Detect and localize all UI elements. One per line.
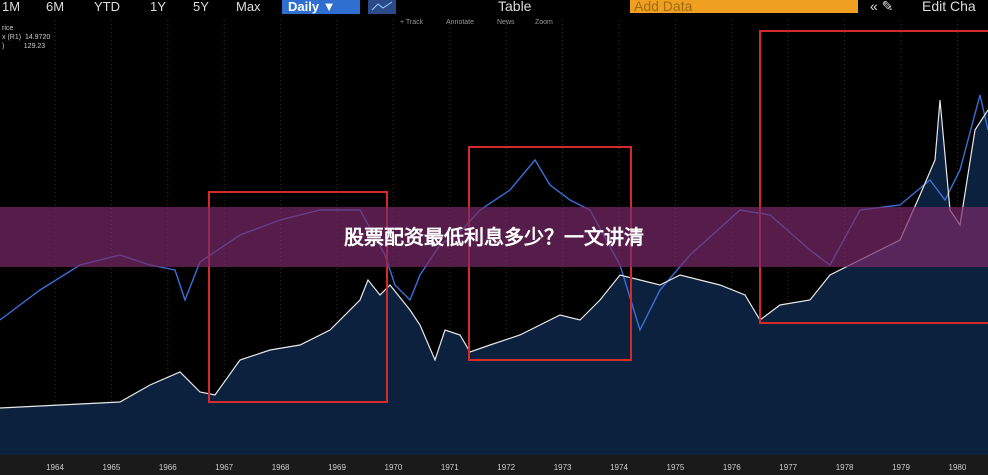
subtool: + Track — [400, 19, 424, 26]
banner-band — [0, 207, 988, 267]
daily-button[interactable] — [282, 0, 360, 14]
x-tick-label: 1976 — [723, 463, 741, 472]
range-button[interactable]: 1M — [2, 0, 20, 14]
highlight-box — [759, 30, 988, 324]
range-button[interactable]: 1Y — [150, 0, 166, 14]
edit-button[interactable]: Edit Cha — [922, 0, 976, 14]
add-data-field[interactable] — [630, 0, 858, 13]
range-button[interactable]: Max — [236, 0, 261, 14]
x-tick-label: 1969 — [328, 463, 346, 472]
axis-strip — [0, 455, 988, 475]
range-button[interactable]: 6M — [46, 0, 64, 14]
x-tick-label: 1972 — [497, 463, 515, 472]
x-tick-label: 1970 — [385, 463, 403, 472]
x-tick-label: 1974 — [610, 463, 628, 472]
x-tick-label: 1975 — [667, 463, 685, 472]
legend: rice x (R1) 14.9720 ) 129.23 — [2, 25, 50, 50]
x-tick-label: 1980 — [949, 463, 967, 472]
legend-line: ) 129.23 — [2, 43, 45, 50]
table-button[interactable]: Table — [498, 0, 532, 14]
range-button[interactable]: YTD — [94, 0, 120, 14]
subtool: News — [497, 19, 515, 26]
x-tick-label: 1971 — [441, 463, 459, 472]
x-tick-label: 1977 — [779, 463, 797, 472]
x-tick-label: 1973 — [554, 463, 572, 472]
daily[interactable]: Daily ▼ — [288, 0, 336, 14]
x-tick-label: 1965 — [103, 463, 121, 472]
line-icon — [371, 1, 393, 11]
x-tick-label: 1979 — [892, 463, 910, 472]
grid — [54, 20, 958, 455]
white-area — [0, 100, 988, 455]
x-tick-label: 1967 — [215, 463, 233, 472]
subtool: Zoom — [535, 19, 553, 26]
range-buttons: 1M 6M YTD 1Y 5Y Max — [2, 0, 261, 14]
icons: « ✎ — [870, 0, 893, 14]
x-tick-label: 1964 — [46, 463, 64, 472]
subtools: + Track Annotate News Zoom — [400, 19, 553, 26]
legend-line: rice — [2, 25, 13, 32]
subtool: Annotate — [446, 19, 474, 26]
highlight-box — [208, 191, 388, 403]
range-button[interactable]: 5Y — [193, 0, 209, 14]
x-tick-label: 1978 — [836, 463, 854, 472]
add-data[interactable]: Add Data — [634, 0, 693, 14]
x-tick-label: 1966 — [159, 463, 177, 472]
x-tick-label: 1968 — [272, 463, 290, 472]
x-axis: 1964 1965 1966 1967 1968 1969 1970 1971 1972 1973… — [46, 463, 967, 472]
banner-title: 股票配资最低利息多少？一文讲清 — [344, 225, 644, 249]
legend-line: x (R1) 14.9720 — [2, 34, 50, 41]
